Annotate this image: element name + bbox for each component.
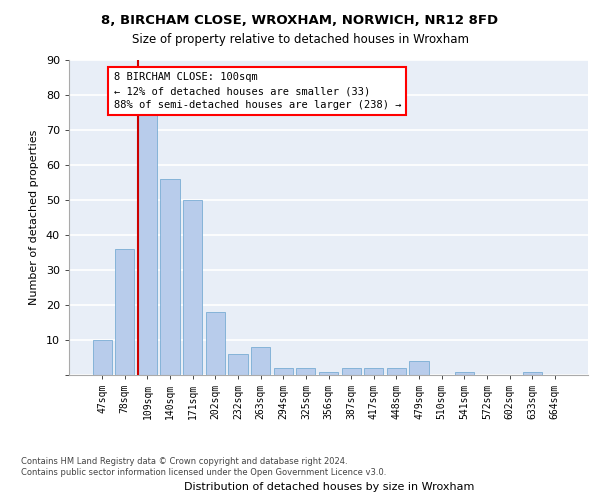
Bar [274,368,293,375]
Bar [229,354,248,375]
Text: Distribution of detached houses by size in Wroxham: Distribution of detached houses by size … [184,482,474,492]
Bar [523,372,542,375]
Text: Contains HM Land Registry data © Crown copyright and database right 2024.
Contai: Contains HM Land Registry data © Crown c… [21,458,386,477]
Bar [387,368,406,375]
Text: 8, BIRCHAM CLOSE, WROXHAM, NORWICH, NR12 8FD: 8, BIRCHAM CLOSE, WROXHAM, NORWICH, NR12… [101,14,499,27]
Bar [296,368,316,375]
Bar [92,340,112,375]
Bar [319,372,338,375]
Bar [138,112,157,375]
Bar [160,179,180,375]
Bar [206,312,225,375]
Bar [251,347,270,375]
Bar [115,249,134,375]
Bar [183,200,202,375]
Bar [455,372,474,375]
Y-axis label: Number of detached properties: Number of detached properties [29,130,39,305]
Text: Size of property relative to detached houses in Wroxham: Size of property relative to detached ho… [131,32,469,46]
Bar [409,361,428,375]
Bar [341,368,361,375]
Bar [364,368,383,375]
Text: 8 BIRCHAM CLOSE: 100sqm
← 12% of detached houses are smaller (33)
88% of semi-de: 8 BIRCHAM CLOSE: 100sqm ← 12% of detache… [113,72,401,110]
